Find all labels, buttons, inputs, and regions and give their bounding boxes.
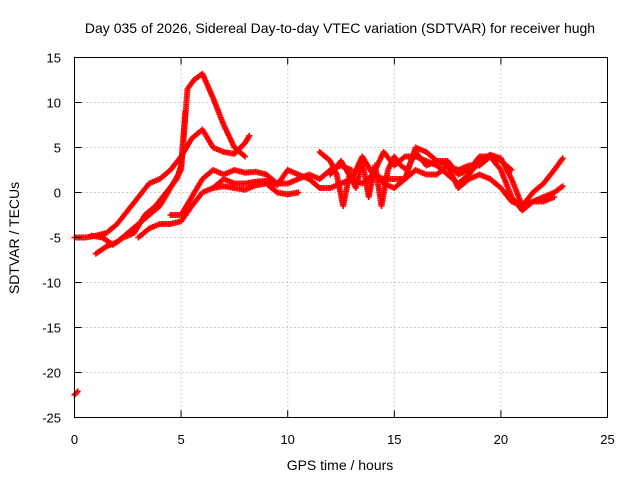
x-tick-label: 5: [177, 432, 184, 447]
y-tick-label: -15: [42, 321, 61, 336]
data-point: [74, 388, 81, 395]
y-tick-label: 10: [47, 96, 61, 111]
chart-title: Day 035 of 2026, Sidereal Day-to-day VTE…: [85, 20, 595, 36]
y-tick-label: -20: [42, 366, 61, 381]
series-track-3: [92, 70, 249, 257]
x-tick-label: 25: [600, 432, 614, 447]
data-point: [551, 194, 558, 200]
y-tick-label: 5: [54, 141, 61, 156]
series-track-1: [71, 126, 253, 241]
grid: [74, 57, 608, 418]
y-tick-label: -10: [42, 276, 61, 291]
series-track-4: [135, 180, 302, 241]
y-tick-label: -25: [42, 411, 61, 426]
y-tick-label: 15: [47, 51, 61, 66]
data-point: [295, 189, 302, 196]
y-tick-label: -5: [49, 231, 61, 246]
x-tick-label: 0: [71, 432, 78, 447]
data-point: [559, 155, 566, 162]
series-track-9: [369, 144, 558, 214]
data-point: [242, 153, 249, 160]
data-layer: [71, 70, 566, 398]
ticks: [74, 57, 608, 418]
x-axis-title: GPS time / hours: [287, 457, 394, 473]
x-tick-label: 10: [280, 432, 294, 447]
x-tick-label: 15: [387, 432, 401, 447]
y-axis-title: SDTVAR / TECUs: [6, 182, 22, 294]
data-point: [246, 132, 253, 139]
tick-labels: 0 5 10 15 20 25 -25 -20 -15 -10 -5 0 5 10 15: [42, 51, 615, 448]
y-tick-label: 0: [54, 186, 61, 201]
x-tick-label: 20: [494, 432, 508, 447]
data-point: [559, 183, 566, 190]
